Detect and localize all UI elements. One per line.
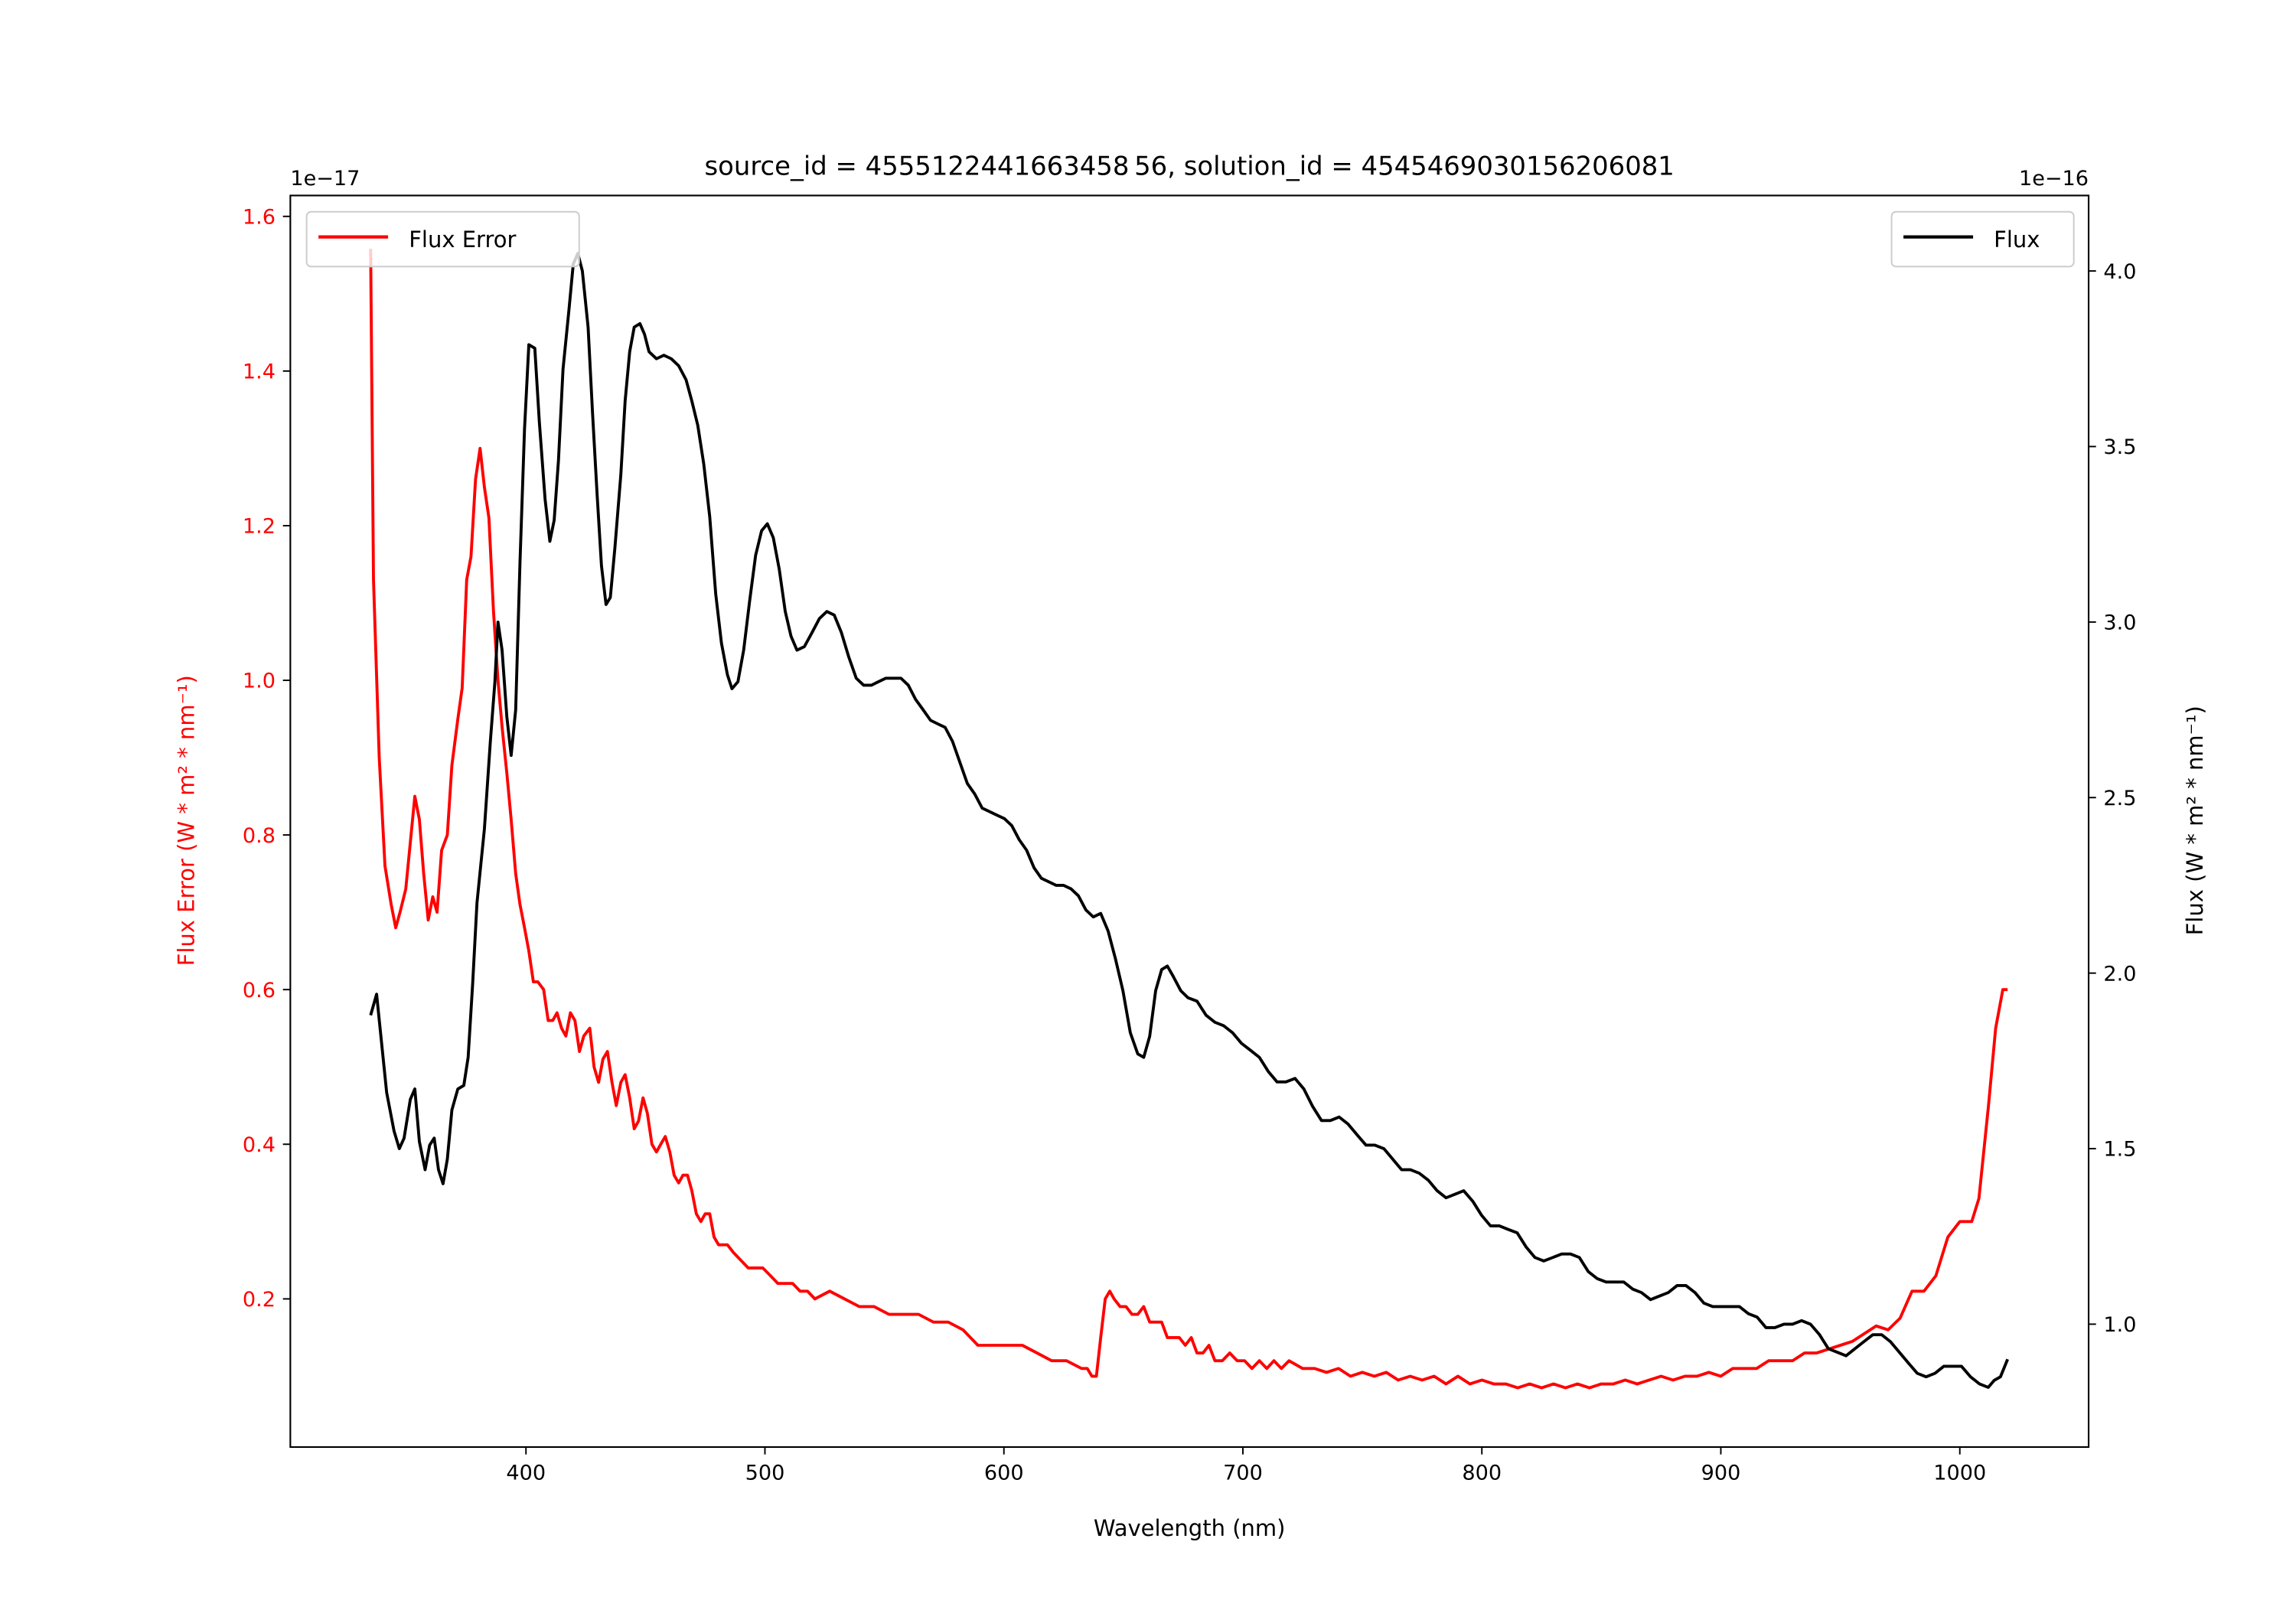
legend-flux-error: Flux Error bbox=[305, 210, 580, 268]
left-y-tick-label: 1.0 bbox=[243, 670, 276, 693]
x-tick-label: 700 bbox=[1223, 1462, 1263, 1485]
left-axis-label: Flux Error (W * m² * nm⁻¹) bbox=[174, 675, 200, 966]
left-y-tick-label: 1.4 bbox=[243, 360, 276, 384]
legend-flux-error-label: Flux Error bbox=[409, 227, 516, 253]
right-y-tick-label: 3.0 bbox=[2103, 611, 2136, 635]
left-y-tick-label: 1.6 bbox=[243, 205, 276, 229]
plot-frame bbox=[289, 194, 2090, 1449]
axis-ticks: 400 500 600 700 800 900 1000 0.2 0.4 0.6 0.8 1.0 1.2… bbox=[243, 205, 2137, 1485]
left-y-tick-label: 0.2 bbox=[243, 1288, 276, 1312]
right-offset-text: 1e−16 bbox=[2019, 167, 2089, 191]
x-tick-label: 500 bbox=[745, 1462, 785, 1485]
legend-flux: Flux bbox=[1890, 210, 2075, 268]
left-y-tick-label: 0.4 bbox=[243, 1133, 276, 1157]
flux-line bbox=[369, 252, 2009, 1389]
right-y-tick-label: 2.0 bbox=[2103, 962, 2136, 986]
x-tick-label: 600 bbox=[984, 1462, 1024, 1485]
right-y-tick-label: 1.5 bbox=[2103, 1138, 2136, 1162]
right-axis-label: Flux (W * m² * nm⁻¹) bbox=[2182, 706, 2208, 935]
right-y-tick-label: 4.0 bbox=[2103, 260, 2136, 284]
right-y-tick-label: 2.5 bbox=[2103, 787, 2136, 810]
left-y-tick-label: 0.6 bbox=[243, 979, 276, 1002]
legend-flux-label: Flux bbox=[1994, 227, 2040, 253]
x-tick-label: 900 bbox=[1701, 1462, 1741, 1485]
right-y-tick-label: 3.5 bbox=[2103, 435, 2136, 459]
left-y-tick-label: 0.8 bbox=[243, 824, 276, 848]
left-y-tick-label: 1.2 bbox=[243, 515, 276, 539]
chart-title: source_id = 4555122441663458 56, solutio… bbox=[705, 151, 1675, 181]
x-tick-label: 800 bbox=[1462, 1462, 1502, 1485]
series-lines bbox=[369, 249, 2009, 1390]
left-offset-text: 1e−17 bbox=[290, 167, 360, 191]
x-tick-label: 1000 bbox=[1933, 1462, 1986, 1485]
x-tick-label: 400 bbox=[506, 1462, 546, 1485]
flux-error-line bbox=[369, 249, 2008, 1390]
right-y-tick-label: 1.0 bbox=[2103, 1313, 2136, 1337]
x-axis-label: Wavelength (nm) bbox=[1094, 1515, 1286, 1541]
